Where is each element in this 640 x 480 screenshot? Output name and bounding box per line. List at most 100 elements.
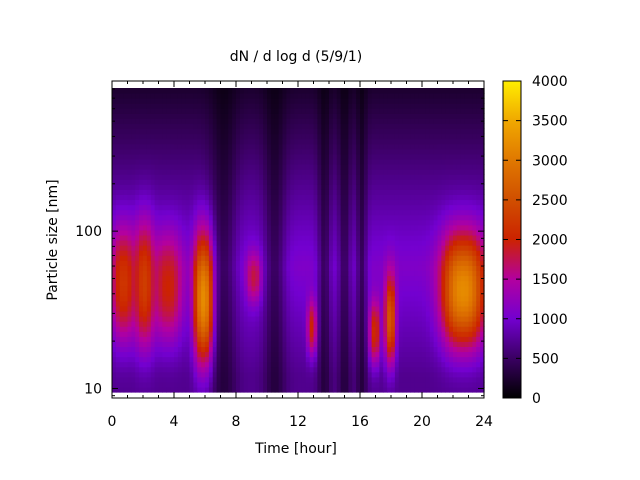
heatmap-cell — [278, 158, 284, 165]
heatmap-cell — [123, 184, 129, 190]
heatmap-cell — [166, 275, 171, 282]
heatmap-cell — [177, 138, 183, 145]
heatmap-cell — [286, 199, 291, 206]
heatmap-cell — [294, 240, 299, 246]
heatmap-cell — [394, 305, 400, 312]
heatmap-cell — [247, 219, 253, 226]
heatmap-cell — [224, 305, 229, 312]
heatmap-cell — [379, 386, 384, 393]
heatmap-cell — [185, 316, 191, 322]
heatmap-cell — [410, 234, 415, 241]
heatmap-cell — [414, 138, 419, 145]
heatmap-cell — [193, 169, 198, 175]
heatmap-cell — [391, 326, 396, 332]
heatmap-cell — [127, 189, 132, 195]
heatmap-cell — [150, 346, 156, 353]
heatmap-cell — [208, 148, 214, 155]
heatmap-cell — [239, 103, 245, 109]
heatmap-cell — [313, 229, 318, 236]
heatmap-cell — [298, 321, 303, 327]
heatmap-cell — [360, 310, 365, 317]
heatmap-cell — [387, 128, 392, 135]
heatmap-cell — [410, 214, 415, 221]
heatmap-cell — [193, 153, 198, 160]
heatmap-cell — [402, 346, 408, 353]
heatmap-cell — [394, 128, 400, 135]
heatmap-cell — [127, 113, 132, 119]
heatmap-cell — [383, 275, 388, 282]
heatmap-cell — [228, 88, 233, 94]
heatmap-cell — [201, 209, 206, 216]
heatmap-cell — [255, 209, 260, 216]
heatmap-cell — [387, 234, 392, 241]
heatmap-cell — [127, 386, 132, 393]
heatmap-cell — [418, 224, 423, 231]
heatmap-cell — [290, 164, 295, 170]
heatmap-cell — [313, 265, 318, 271]
heatmap-cell — [201, 285, 206, 292]
heatmap-cell — [340, 103, 346, 109]
heatmap-cell — [181, 179, 187, 185]
heatmap-cell — [282, 300, 287, 307]
heatmap-cell — [119, 356, 125, 363]
heatmap-cell — [185, 310, 191, 317]
heatmap-cell — [387, 113, 392, 119]
heatmap-cell — [394, 341, 400, 347]
heatmap-cell — [243, 351, 249, 358]
heatmap-cell — [294, 224, 299, 231]
heatmap-cell — [177, 260, 183, 266]
heatmap-cell — [243, 93, 249, 99]
heatmap-cell — [150, 123, 156, 130]
heatmap-cell — [375, 366, 380, 373]
heatmap-cell — [321, 260, 326, 266]
heatmap-cell — [224, 376, 229, 383]
heatmap-cell — [181, 143, 187, 150]
heatmap-cell — [329, 194, 334, 201]
heatmap-cell — [371, 174, 377, 180]
heatmap-cell — [410, 204, 415, 211]
heatmap-cell — [290, 118, 295, 125]
heatmap-cell — [263, 361, 268, 368]
heatmap-cell — [278, 270, 284, 277]
heatmap-cell — [301, 169, 307, 175]
heatmap-cell — [317, 260, 322, 266]
heatmap-cell — [336, 204, 342, 211]
heatmap-cell — [143, 290, 148, 297]
heatmap-cell — [197, 336, 202, 342]
heatmap-cell — [220, 158, 225, 165]
heatmap-cell — [150, 245, 156, 251]
heatmap-cell — [391, 224, 396, 231]
heatmap-cell — [146, 250, 152, 256]
heatmap-cell — [313, 260, 318, 266]
heatmap-cell — [422, 381, 427, 388]
heatmap-cell — [228, 346, 233, 353]
heatmap-cell — [139, 265, 144, 271]
heatmap-cell — [425, 128, 431, 135]
heatmap-cell — [325, 310, 330, 317]
heatmap-cell — [375, 138, 380, 145]
heatmap-cell — [352, 179, 357, 185]
heatmap-cell — [251, 346, 256, 353]
heatmap-cell — [348, 164, 353, 170]
heatmap-cell — [375, 174, 380, 180]
heatmap-cell — [143, 321, 148, 327]
heatmap-cell — [255, 336, 260, 342]
heatmap-cell — [119, 341, 125, 347]
heatmap-cell — [332, 270, 338, 277]
heatmap-cell — [162, 255, 167, 261]
heatmap-cell — [205, 386, 210, 393]
heatmap-cell — [158, 356, 163, 363]
heatmap-cell — [197, 275, 202, 282]
heatmap-cell — [243, 219, 249, 226]
heatmap-cell — [290, 381, 295, 388]
heatmap-cell — [146, 356, 152, 363]
heatmap-cell — [135, 158, 140, 165]
heatmap-cell — [375, 179, 380, 185]
heatmap-cell — [158, 108, 163, 114]
heatmap-cell — [255, 280, 260, 287]
heatmap-cell — [115, 184, 121, 190]
heatmap-cell — [367, 108, 373, 114]
heatmap-cell — [286, 103, 291, 109]
heatmap-cell — [259, 229, 264, 236]
heatmap-cell — [391, 255, 396, 261]
